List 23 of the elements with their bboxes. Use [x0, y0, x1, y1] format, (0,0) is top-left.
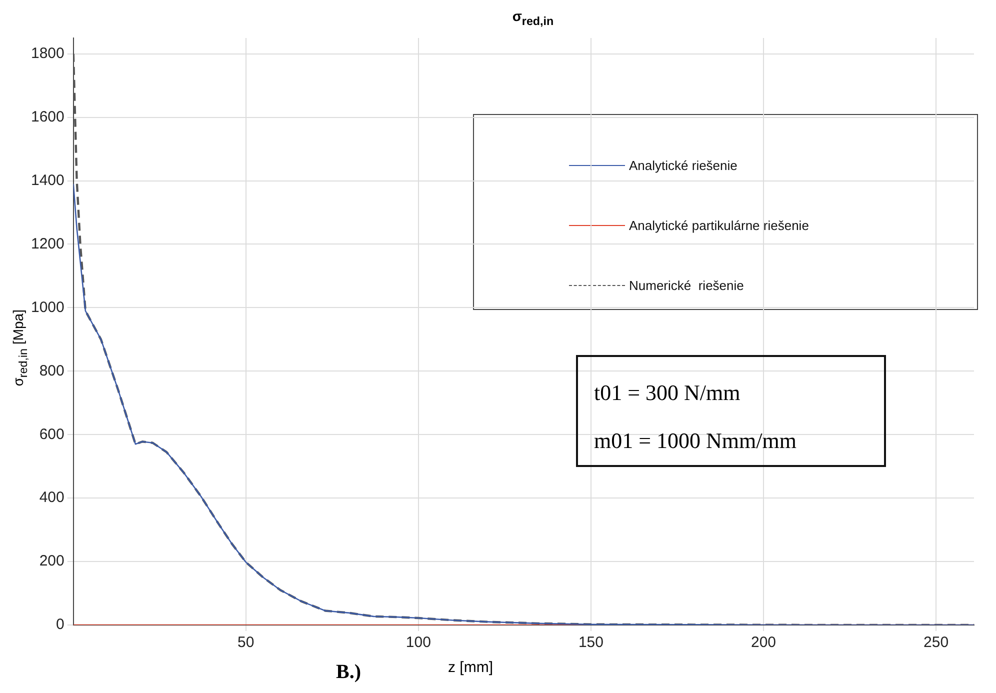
y-tick-label: 600: [39, 426, 64, 443]
legend-label: Analytické riešenie: [629, 158, 738, 172]
y-tick-label: 800: [39, 362, 64, 380]
x-tick-label: 200: [750, 634, 776, 652]
y-tick-label: 200: [39, 552, 64, 570]
x-tick-label: 250: [924, 634, 949, 652]
x-tick-label: 150: [578, 634, 604, 652]
y-tick-label: 1800: [30, 45, 64, 62]
legend-label: Analytické partikulárne riešenie: [629, 218, 809, 232]
chart-title: σ$_{red,in}$: [511, 8, 555, 28]
y-tick-label: 1600: [30, 108, 64, 126]
y-tick-label: 400: [39, 489, 64, 506]
y-tick-label: 1000: [30, 298, 64, 316]
text: B.): [336, 661, 361, 684]
x-axis-title: z [mm]: [448, 659, 493, 676]
legend-label: Numerické riešenie: [629, 278, 744, 292]
annotation: t01 = 300 N/mm: [594, 379, 742, 407]
x-tick-label: 100: [406, 634, 431, 652]
annotation: m01 = 1000 Nmm/mm: [594, 427, 798, 455]
y-tick-label: 1400: [30, 172, 64, 189]
y-tick-label: 1200: [30, 235, 64, 252]
y-tick-label: 0: [56, 616, 64, 634]
x-tick-label: 50: [238, 634, 254, 652]
